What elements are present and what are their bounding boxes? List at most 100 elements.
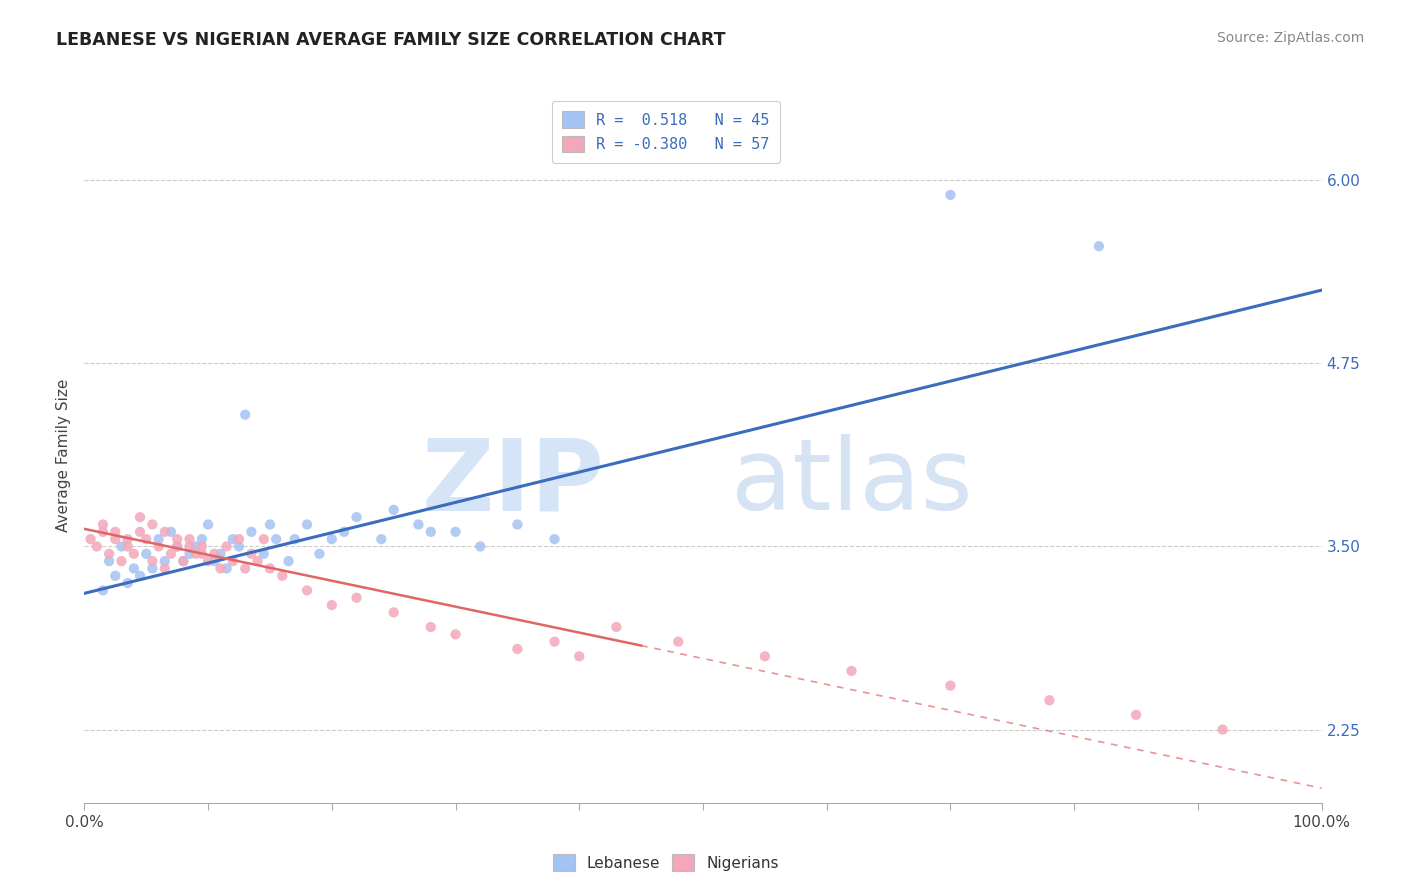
Point: [419, 524, 441, 539]
Point: [382, 503, 405, 517]
Point: [122, 561, 145, 575]
Point: [172, 554, 194, 568]
Point: [382, 606, 405, 620]
Point: [91, 583, 114, 598]
Legend: Lebanese, Nigerians: Lebanese, Nigerians: [546, 847, 786, 879]
Point: [110, 540, 132, 554]
Point: [543, 634, 565, 648]
Point: [228, 532, 250, 546]
Point: [202, 554, 225, 568]
Point: [284, 532, 307, 546]
Point: [141, 517, 163, 532]
Point: [264, 532, 287, 546]
Point: [1088, 239, 1111, 253]
Point: [271, 568, 294, 582]
Point: [122, 547, 145, 561]
Point: [233, 561, 256, 575]
Point: [148, 532, 170, 546]
Point: [222, 554, 245, 568]
Point: [160, 524, 183, 539]
Point: [179, 540, 201, 554]
Point: [117, 532, 139, 546]
Point: [939, 679, 962, 693]
Point: [321, 598, 343, 612]
Point: [333, 524, 356, 539]
Point: [444, 524, 467, 539]
Point: [321, 532, 343, 546]
Point: [1038, 693, 1060, 707]
Point: [184, 540, 207, 554]
Point: [841, 664, 863, 678]
Point: [408, 517, 430, 532]
Point: [240, 524, 263, 539]
Point: [191, 547, 214, 561]
Point: [179, 547, 201, 561]
Point: [191, 532, 214, 546]
Point: [259, 561, 281, 575]
Point: [110, 554, 132, 568]
Point: [215, 540, 238, 554]
Point: [253, 532, 276, 546]
Point: [135, 547, 157, 561]
Point: [172, 554, 194, 568]
Point: [79, 532, 101, 546]
Point: [141, 561, 163, 575]
Point: [166, 540, 188, 554]
Point: [308, 547, 330, 561]
Point: [209, 547, 232, 561]
Point: [153, 524, 176, 539]
Point: [91, 524, 114, 539]
Point: [253, 547, 276, 561]
Point: [240, 547, 263, 561]
Point: [259, 517, 281, 532]
Point: [370, 532, 392, 546]
Point: [104, 568, 127, 582]
Point: [166, 540, 188, 554]
Point: [215, 561, 238, 575]
Point: [86, 540, 108, 554]
Point: [135, 532, 157, 546]
Point: [197, 554, 219, 568]
Point: [419, 620, 441, 634]
Point: [104, 524, 127, 539]
Point: [129, 510, 152, 524]
Point: [295, 517, 318, 532]
Point: [295, 583, 318, 598]
Point: [346, 510, 368, 524]
Point: [543, 532, 565, 546]
Text: atlas: atlas: [731, 434, 973, 532]
Text: ZIP: ZIP: [422, 434, 605, 532]
Point: [222, 532, 245, 546]
Point: [129, 568, 152, 582]
Point: [91, 517, 114, 532]
Point: [202, 547, 225, 561]
Point: [246, 554, 269, 568]
Point: [148, 540, 170, 554]
Point: [104, 532, 127, 546]
Point: [153, 561, 176, 575]
Point: [153, 554, 176, 568]
Point: [754, 649, 776, 664]
Y-axis label: Average Family Size: Average Family Size: [56, 378, 72, 532]
Point: [98, 547, 121, 561]
Point: [228, 540, 250, 554]
Point: [1125, 707, 1147, 722]
Point: [233, 408, 256, 422]
Point: [209, 561, 232, 575]
Text: Source: ZipAtlas.com: Source: ZipAtlas.com: [1216, 31, 1364, 45]
Point: [666, 634, 689, 648]
Point: [98, 554, 121, 568]
Point: [117, 576, 139, 591]
Point: [346, 591, 368, 605]
Point: [191, 540, 214, 554]
Point: [197, 517, 219, 532]
Point: [506, 517, 529, 532]
Point: [179, 532, 201, 546]
Point: [277, 554, 299, 568]
Point: [506, 642, 529, 657]
Point: [605, 620, 627, 634]
Point: [117, 540, 139, 554]
Point: [1212, 723, 1234, 737]
Text: LEBANESE VS NIGERIAN AVERAGE FAMILY SIZE CORRELATION CHART: LEBANESE VS NIGERIAN AVERAGE FAMILY SIZE…: [56, 31, 725, 49]
Point: [939, 188, 962, 202]
